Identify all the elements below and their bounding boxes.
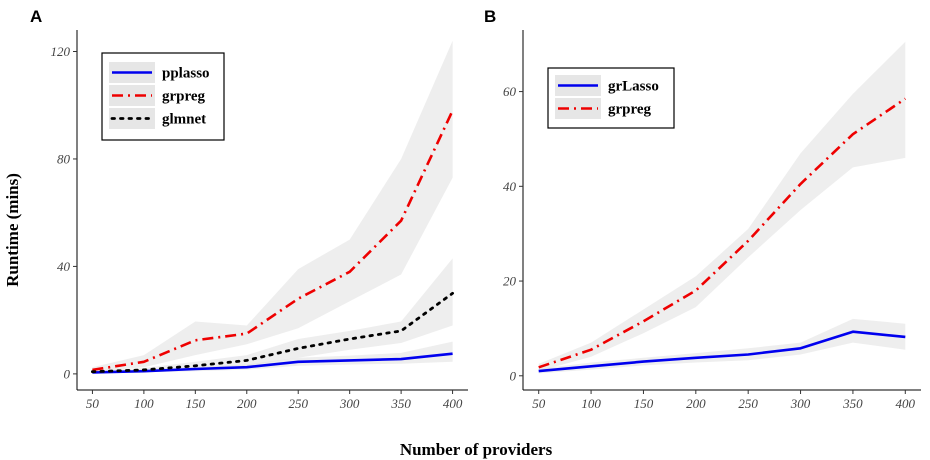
- series-line-grLasso: [538, 330, 906, 373]
- y-axis-title: Runtime (mins): [3, 173, 22, 287]
- panel-letter: A: [30, 7, 42, 26]
- panel-a: A 50 100 150 200 250 300 350 400 0 40 80 120 pplasso g…: [30, 7, 468, 411]
- y-tick-label: 40: [503, 179, 517, 194]
- legend-label-grLasso: grLasso: [608, 79, 659, 95]
- y-tick-label: 60: [503, 84, 517, 99]
- x-tick-label: 200: [686, 396, 706, 411]
- legend-label-pplasso: pplasso: [162, 66, 210, 82]
- confidence-band-pplasso: [92, 341, 453, 374]
- x-tick-label: 300: [790, 396, 811, 411]
- x-tick-label: 300: [339, 396, 360, 411]
- y-tick-label: 20: [503, 274, 517, 289]
- x-tick-label: 200: [237, 396, 257, 411]
- x-tick-label: 150: [634, 396, 654, 411]
- panel-letter: B: [484, 7, 496, 26]
- x-tick-label: 400: [896, 396, 916, 411]
- x-tick-label: 150: [186, 396, 206, 411]
- x-tick-label: 400: [443, 396, 463, 411]
- series-line-grpreg: [538, 97, 907, 369]
- confidence-band-glmnet: [92, 258, 453, 373]
- x-tick-label: 50: [532, 396, 546, 411]
- legend-label-grpreg: grpreg: [162, 89, 206, 105]
- y-tick-label: 120: [51, 44, 71, 59]
- x-tick-label: 350: [842, 396, 863, 411]
- x-tick-label: 50: [86, 396, 100, 411]
- legend-label-grpreg: grpreg: [608, 102, 652, 118]
- y-tick-label: 40: [57, 259, 71, 274]
- y-tick-label: 80: [57, 151, 71, 166]
- x-tick-label: 100: [134, 396, 154, 411]
- y-tick-label: 0: [510, 368, 517, 383]
- series-line-grpreg: [92, 110, 454, 372]
- x-tick-label: 100: [581, 396, 601, 411]
- series-line-pplasso: [92, 352, 453, 374]
- x-tick-label: 350: [390, 396, 411, 411]
- y-tick-label: 0: [64, 366, 71, 381]
- confidence-band-grLasso: [538, 318, 906, 374]
- series-line-glmnet: [91, 291, 455, 374]
- x-tick-label: 250: [738, 396, 758, 411]
- x-tick-label: 250: [288, 396, 308, 411]
- legend-key-background: [555, 98, 601, 119]
- legend-key-background: [109, 85, 155, 106]
- panel-b: B 50 100 150 200 250 300 350 400 0 20 40 60 grLasso gr…: [484, 7, 921, 411]
- x-axis-title: Number of providers: [400, 440, 553, 459]
- confidence-band-grpreg: [92, 40, 453, 372]
- legend-label-glmnet: glmnet: [162, 112, 206, 128]
